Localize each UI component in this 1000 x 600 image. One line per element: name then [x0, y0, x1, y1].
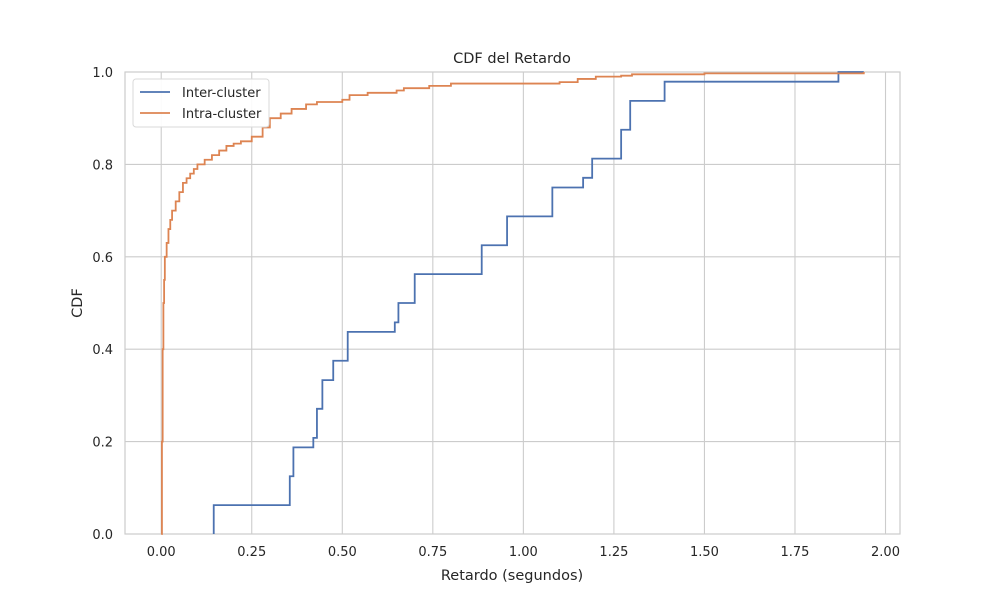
y-tick-label: 0.0 — [92, 528, 113, 543]
x-tick-label: 1.50 — [690, 545, 719, 560]
y-tick-label: 0.6 — [92, 251, 113, 266]
series-line-inter-cluster — [212, 71, 864, 534]
y-tick-label: 0.4 — [92, 343, 113, 358]
series-layer — [161, 71, 865, 535]
series-line-intra-cluster — [161, 72, 865, 535]
legend: Inter-cluster Intra-cluster — [132, 78, 270, 128]
y-axis-title: CDF — [70, 288, 86, 318]
y-tick-label: 0.2 — [92, 436, 113, 451]
x-tick-label: 1.25 — [599, 545, 628, 560]
x-tick-label: 2.00 — [871, 545, 900, 560]
x-axis-title: Retardo (segundos) — [441, 568, 583, 584]
legend-label-inter-cluster: Inter-cluster — [182, 86, 261, 101]
x-tick-label: 0.00 — [147, 545, 176, 560]
x-tick-label: 0.50 — [328, 545, 357, 560]
x-tick-label: 1.75 — [781, 545, 810, 560]
x-tick-label: 1.00 — [509, 545, 538, 560]
x-tick-label: 0.75 — [418, 545, 447, 560]
chart-title: CDF del Retardo — [453, 51, 571, 67]
plot-frame — [124, 71, 901, 535]
y-tick-label: 1.0 — [92, 66, 113, 81]
y-tick-label: 0.8 — [92, 158, 113, 173]
legend-box — [132, 78, 270, 128]
y-tick-labels: 0.0 0.2 0.4 0.6 0.8 1.0 — [92, 66, 113, 543]
legend-label-intra-cluster: Intra-cluster — [182, 107, 262, 122]
x-tick-label: 0.25 — [237, 545, 266, 560]
x-tick-labels: 0.00 0.25 0.50 0.75 1.00 1.25 1.50 1.75 2.00 — [147, 545, 900, 560]
